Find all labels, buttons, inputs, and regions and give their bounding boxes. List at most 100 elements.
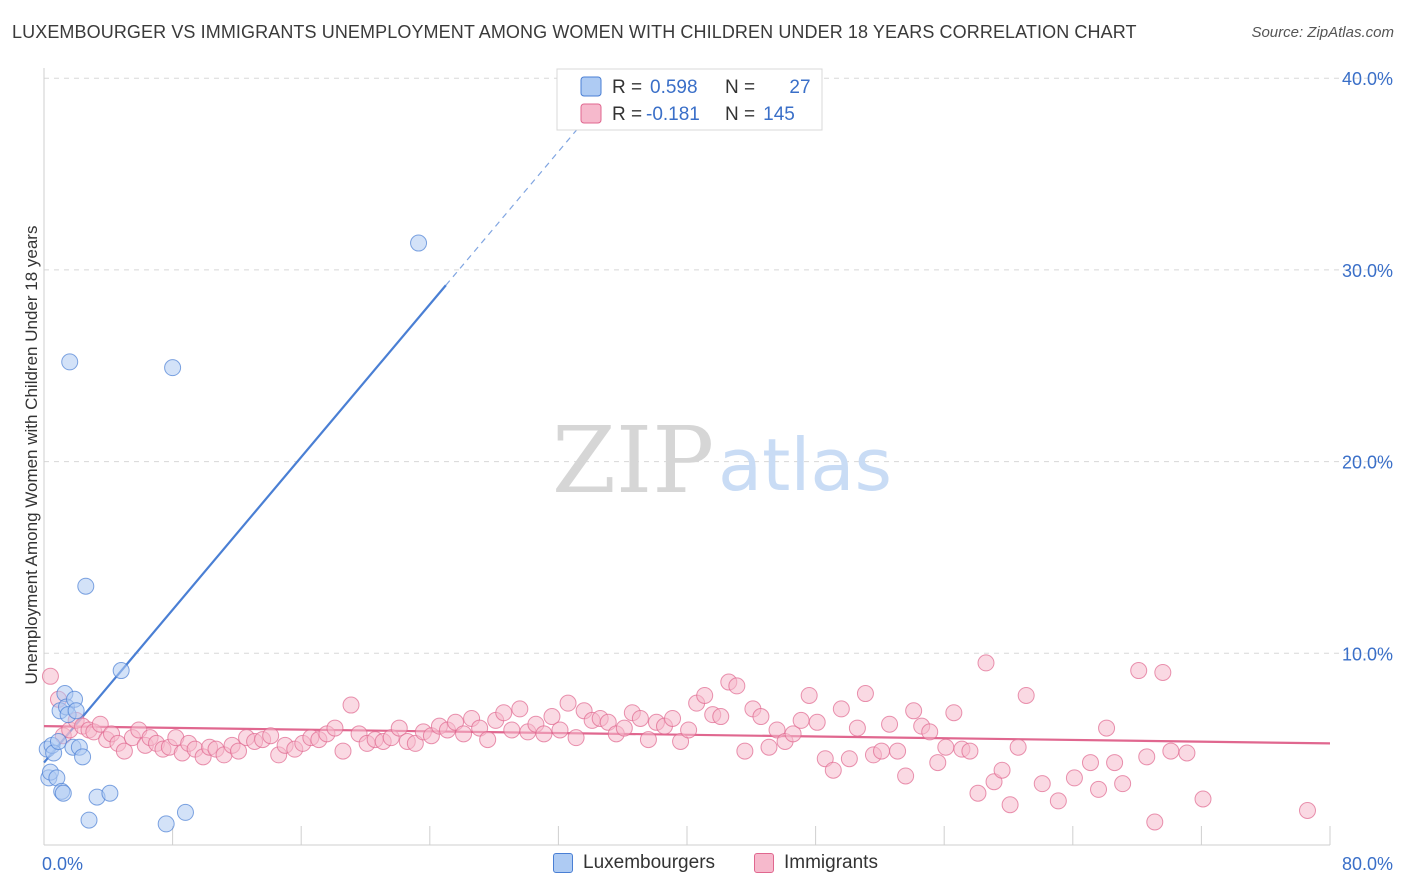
immigrant-point xyxy=(736,742,754,760)
luxembourger-point xyxy=(164,359,182,377)
immigrant-point xyxy=(495,704,513,722)
immigrant-point xyxy=(631,709,649,727)
scatter-points xyxy=(38,234,1316,833)
immigrant-point xyxy=(728,677,746,695)
immigrant-point xyxy=(856,685,874,703)
immigrant-point xyxy=(800,686,818,704)
stats-swatch-luxembourgers xyxy=(580,76,602,97)
y-tick-label: 20.0% xyxy=(1342,453,1393,473)
stats-n-value: 145 xyxy=(763,104,795,125)
immigrant-point xyxy=(905,702,923,720)
immigrant-point xyxy=(873,742,891,760)
immigrant-point xyxy=(937,738,955,756)
immigrant-point xyxy=(551,721,569,739)
immigrant-point xyxy=(1114,775,1132,793)
immigrant-point xyxy=(1298,801,1316,819)
tick-labels: 10.0% 20.0% 30.0% 40.0% 0.0% 80.0% xyxy=(42,69,1393,874)
immigrant-point xyxy=(1138,748,1156,766)
immigrant-point xyxy=(1154,663,1172,681)
immigrant-point xyxy=(929,754,947,772)
legend-swatch-pink xyxy=(754,853,774,873)
luxembourger-trendline xyxy=(43,284,447,764)
luxembourger-point xyxy=(77,577,95,595)
immigrant-point xyxy=(1081,754,1099,772)
immigrant-point xyxy=(1106,754,1124,772)
luxembourger-trendline-extension xyxy=(445,113,592,286)
immigrant-point xyxy=(889,742,907,760)
immigrant-point xyxy=(1033,775,1051,793)
immigrant-point xyxy=(447,713,465,731)
immigrant-point xyxy=(840,750,858,768)
y-tick-label: 40.0% xyxy=(1342,69,1393,89)
immigrant-point xyxy=(639,731,657,749)
y-axis-label: Unemployment Among Women with Children U… xyxy=(22,226,41,685)
immigrant-point xyxy=(824,761,842,779)
x-tick-label: 0.0% xyxy=(42,854,83,874)
immigrant-point xyxy=(977,654,995,672)
luxembourger-point xyxy=(176,803,194,821)
legend-label: Luxembourgers xyxy=(583,852,716,873)
legend-item-luxembourgers[interactable]: Luxembourgers xyxy=(553,852,715,874)
immigrant-point xyxy=(455,725,473,743)
immigrant-point xyxy=(1017,686,1035,704)
luxembourger-point xyxy=(61,353,79,371)
immigrant-point xyxy=(816,750,834,768)
watermark-atlas: atlas xyxy=(718,423,892,507)
immigrant-point xyxy=(1065,769,1083,787)
stats-n-label: N = xyxy=(725,104,755,125)
immigrant-point xyxy=(1146,813,1164,831)
gridlines xyxy=(44,77,1392,654)
immigrant-point xyxy=(599,713,617,731)
immigrant-point xyxy=(535,725,553,743)
immigrant-point xyxy=(1090,780,1108,798)
stats-legend: R = 0.598 N = 27 R = -0.181 N = 145 xyxy=(556,68,823,131)
immigrant-point xyxy=(961,742,979,760)
immigrant-point xyxy=(985,773,1003,791)
luxembourger-point xyxy=(410,234,428,252)
watermark: ZIP atlas xyxy=(552,407,892,514)
immigrant-point xyxy=(848,719,866,737)
luxembourger-point xyxy=(67,702,85,720)
x-tick-label: 80.0% xyxy=(1342,854,1393,874)
stats-r-value: -0.181 xyxy=(646,104,700,125)
immigrant-point xyxy=(390,719,408,737)
immigrant-point xyxy=(808,713,826,731)
immigrant-point xyxy=(503,721,521,739)
immigrant-point xyxy=(511,700,529,718)
luxembourger-point xyxy=(74,748,92,766)
luxembourger-point xyxy=(101,784,119,802)
stats-n-label: N = xyxy=(725,77,755,98)
immigrant-point xyxy=(832,700,850,718)
immigrant-point xyxy=(115,742,133,760)
immigrant-point xyxy=(1178,744,1196,762)
luxembourger-point xyxy=(157,815,175,833)
immigrant-point xyxy=(326,719,344,737)
immigrant-point xyxy=(760,738,778,756)
immigrant-point xyxy=(752,708,770,726)
immigrant-point xyxy=(696,686,714,704)
immigrant-point xyxy=(993,761,1011,779)
immigrant-point xyxy=(262,727,280,745)
stats-n-value: 27 xyxy=(789,77,810,98)
immigrant-point xyxy=(1162,742,1180,760)
immigrant-point xyxy=(881,715,899,733)
immigrant-point xyxy=(479,731,497,749)
immigrant-point xyxy=(664,709,682,727)
immigrant-point xyxy=(1001,796,1019,814)
immigrant-point xyxy=(230,742,248,760)
legend-item-immigrants[interactable]: Immigrants xyxy=(754,852,878,874)
immigrant-point xyxy=(768,721,786,739)
immigrant-point xyxy=(406,734,424,752)
immigrant-point xyxy=(543,708,561,726)
luxembourger-point xyxy=(54,784,72,802)
immigrant-point xyxy=(680,721,698,739)
legend-label: Immigrants xyxy=(784,852,878,873)
immigrant-point xyxy=(91,715,109,733)
luxembourger-point xyxy=(49,732,67,750)
stats-swatch-immigrants xyxy=(580,103,602,124)
immigrant-point xyxy=(615,719,633,737)
source-label: Source: ZipAtlas.com xyxy=(1251,24,1394,41)
immigrant-point xyxy=(1130,662,1148,680)
stats-r-value: 0.598 xyxy=(650,77,698,98)
